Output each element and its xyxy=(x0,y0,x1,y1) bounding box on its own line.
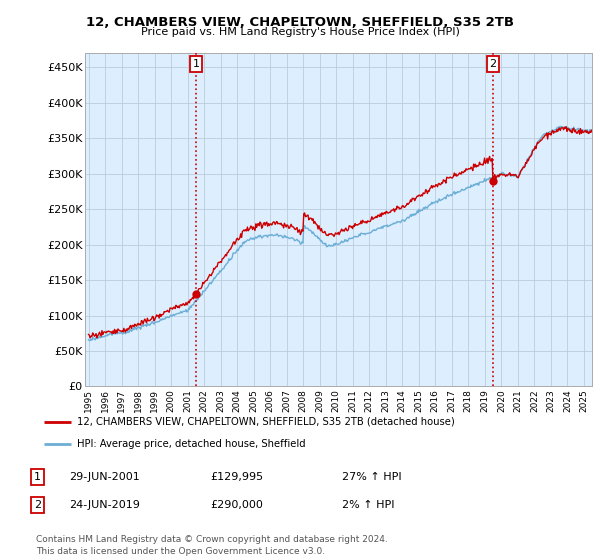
Text: 1: 1 xyxy=(34,472,41,482)
Text: £129,995: £129,995 xyxy=(210,472,263,482)
Text: 2: 2 xyxy=(490,59,497,69)
Text: 12, CHAMBERS VIEW, CHAPELTOWN, SHEFFIELD, S35 2TB (detached house): 12, CHAMBERS VIEW, CHAPELTOWN, SHEFFIELD… xyxy=(77,417,455,427)
Text: 2% ↑ HPI: 2% ↑ HPI xyxy=(342,500,395,510)
Text: Price paid vs. HM Land Registry's House Price Index (HPI): Price paid vs. HM Land Registry's House … xyxy=(140,27,460,37)
Text: 29-JUN-2001: 29-JUN-2001 xyxy=(69,472,140,482)
Text: 27% ↑ HPI: 27% ↑ HPI xyxy=(342,472,401,482)
Text: 2: 2 xyxy=(34,500,41,510)
Text: HPI: Average price, detached house, Sheffield: HPI: Average price, detached house, Shef… xyxy=(77,438,305,449)
Text: 12, CHAMBERS VIEW, CHAPELTOWN, SHEFFIELD, S35 2TB: 12, CHAMBERS VIEW, CHAPELTOWN, SHEFFIELD… xyxy=(86,16,514,29)
Text: 24-JUN-2019: 24-JUN-2019 xyxy=(69,500,140,510)
Text: 1: 1 xyxy=(193,59,199,69)
Text: £290,000: £290,000 xyxy=(210,500,263,510)
Text: Contains HM Land Registry data © Crown copyright and database right 2024.
This d: Contains HM Land Registry data © Crown c… xyxy=(36,535,388,556)
